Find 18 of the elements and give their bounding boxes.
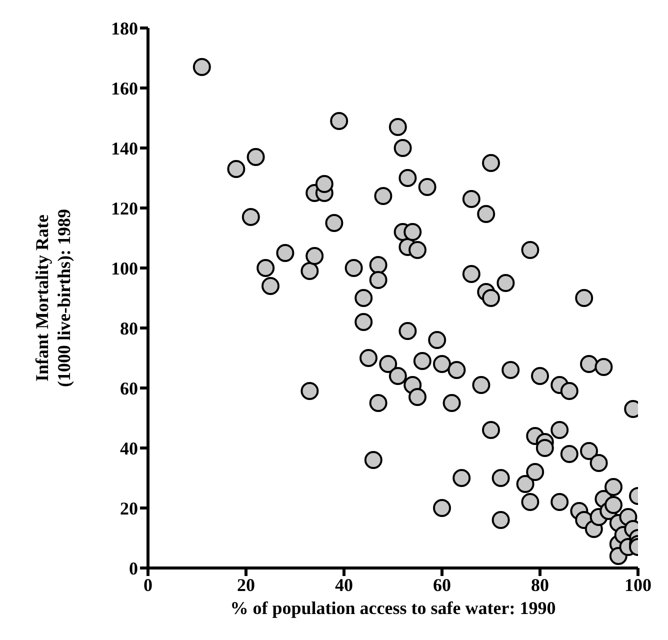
x-tick-label: 80: [531, 574, 549, 595]
y-tick-label: 160: [111, 78, 138, 98]
x-tick-label: 40: [335, 574, 353, 595]
y-axis-title: Infant Mortality Rate (1000 live-births): 1989: [32, 209, 74, 387]
x-axis-title: % of population access to safe water: 1990: [230, 598, 556, 618]
x-tick-label: 60: [433, 574, 451, 595]
y-tick-label: 60: [120, 378, 138, 398]
y-tick-label: 140: [111, 138, 138, 158]
y-tick-label: 80: [120, 318, 138, 338]
y-tick-label: 180: [111, 18, 138, 38]
y-tick-label: 0: [129, 558, 138, 578]
y-tick-label: 20: [120, 498, 138, 518]
y-tick-label: 120: [111, 198, 138, 218]
y-tick-label: 100: [111, 258, 138, 278]
x-tick-label: 100: [624, 574, 652, 595]
x-tick-label: 20: [237, 574, 255, 595]
x-tick-label: 0: [144, 574, 152, 595]
y-tick-label: 40: [120, 438, 138, 458]
